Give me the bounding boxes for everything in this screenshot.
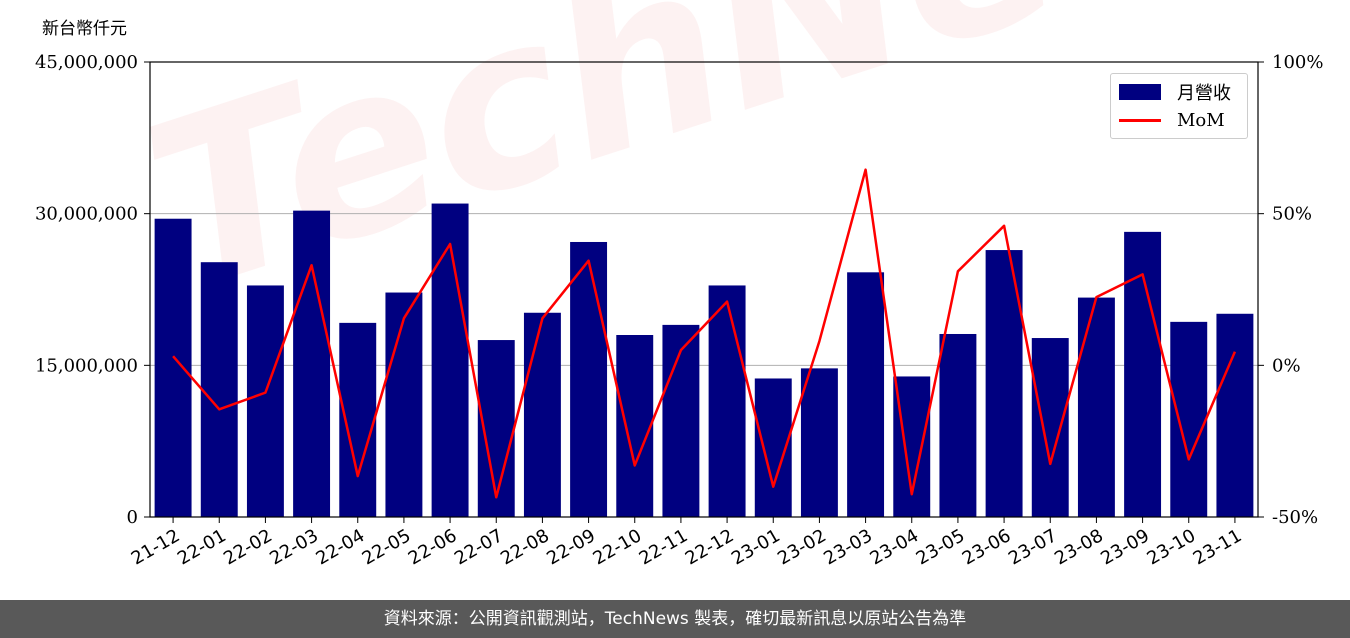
revenue-bar [293, 210, 331, 517]
x-tick-label: 23-07 [1005, 525, 1061, 569]
revenue-bar [200, 262, 238, 517]
x-tick-label: 23-09 [1097, 525, 1153, 569]
plot-frame [149, 61, 1259, 518]
revenue-bar [616, 335, 654, 517]
x-tick-label: 22-01 [174, 525, 230, 569]
legend-item-mom: MoM [1119, 108, 1225, 132]
x-tick-label: 22-02 [220, 525, 276, 569]
x-tick-label: 23-11 [1190, 525, 1246, 569]
x-tick-label: 22-12 [682, 525, 738, 569]
x-tick-label: 22-05 [359, 525, 415, 569]
revenue-bar [1170, 321, 1208, 517]
revenue-bar [570, 241, 608, 517]
x-tick-label: 22-06 [405, 525, 461, 569]
revenue-bar [800, 368, 838, 517]
y2-tick-label: 0% [1272, 355, 1301, 376]
y-tick-label: 15,000,000 [35, 355, 138, 376]
legend-bar-swatch [1119, 84, 1161, 100]
legend-label-revenue: 月營收 [1177, 83, 1231, 104]
y-tick-label: 45,000,000 [35, 52, 138, 73]
x-tick-label: 22-07 [451, 525, 507, 569]
source-footer: 資料來源：公開資訊觀測站，TechNews 製表，確切最新訊息以原站公告為準 [0, 600, 1350, 638]
x-tick-label: 23-05 [913, 525, 969, 569]
legend-line-swatch [1119, 118, 1161, 122]
x-tick-label: 22-04 [312, 525, 368, 569]
x-tick-label: 22-10 [589, 525, 645, 569]
revenue-bar [154, 218, 192, 517]
revenue-bar [523, 312, 561, 517]
y2-tick-label: 100% [1272, 52, 1323, 73]
revenue-bar [246, 285, 284, 517]
legend-label-mom: MoM [1177, 109, 1225, 131]
revenue-bar [1031, 338, 1069, 517]
revenue-bar [939, 333, 977, 517]
chart-legend: 月營收 MoM [1110, 73, 1248, 139]
x-tick-label: 23-01 [728, 525, 784, 569]
revenue-bar [662, 324, 700, 517]
x-tick-label: 23-04 [866, 525, 922, 569]
revenue-chart: 0 15,000,000 30,000,000 45,000,000 -50% 0% 50%… [35, 52, 1324, 569]
y-axis-unit-label: 新台幣仟元 [42, 19, 127, 39]
revenue-bar [708, 285, 746, 517]
y-tick-label: 0 [127, 507, 138, 528]
revenue-bar [431, 203, 469, 518]
x-tick-label: 22-11 [636, 525, 692, 569]
x-tick-label: 22-03 [266, 525, 322, 569]
revenue-bar [385, 292, 423, 517]
x-tick-label: 21-12 [128, 525, 184, 569]
revenue-bar [847, 272, 885, 517]
revenue-bar [1077, 297, 1115, 517]
y-tick-label: 30,000,000 [35, 204, 138, 225]
revenue-bar [1216, 313, 1254, 517]
y2-tick-label: -50% [1272, 507, 1318, 528]
x-tick-label: 23-06 [959, 525, 1015, 569]
x-tick-label: 23-02 [774, 525, 830, 569]
x-tick-label: 22-08 [497, 525, 553, 569]
x-tick-label: 22-09 [543, 525, 599, 569]
x-tick-label: 23-10 [1143, 525, 1199, 569]
legend-item-revenue: 月營收 [1119, 80, 1231, 104]
mom-line [172, 168, 1237, 499]
y2-tick-label: 50% [1272, 204, 1312, 225]
x-tick-label: 23-08 [1051, 525, 1107, 569]
x-tick-label: 23-03 [820, 525, 876, 569]
